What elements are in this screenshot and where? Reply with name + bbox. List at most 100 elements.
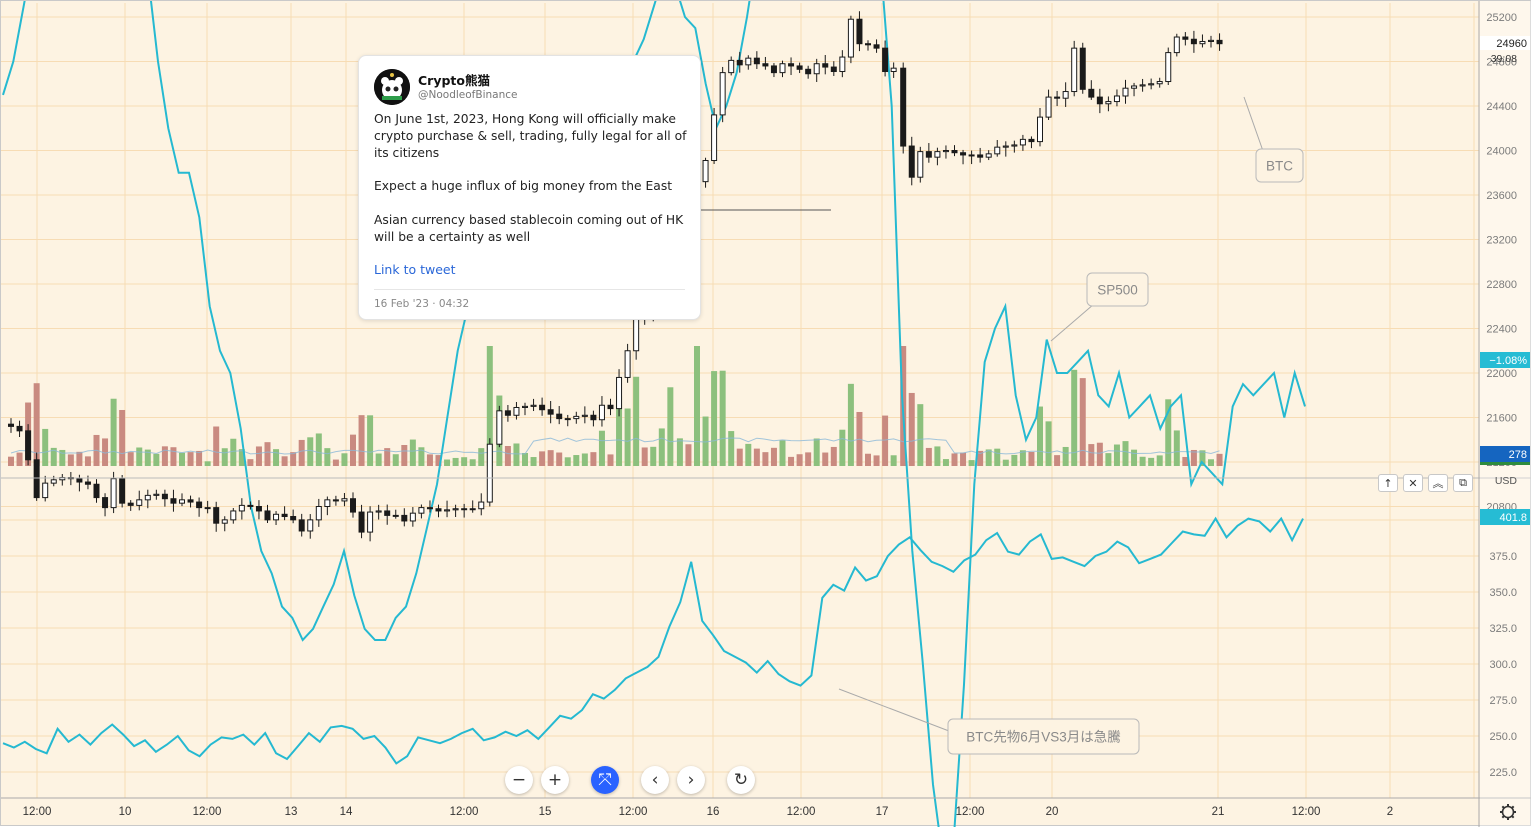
price-tick-label: 22000 [1486,368,1517,380]
time-tick-label: 12:00 [450,806,479,818]
time-tick-label: 12:00 [956,806,985,818]
scroll-left-button[interactable]: ‹ [641,766,669,794]
scroll-right-button[interactable]: › [677,766,705,794]
candle-body [598,404,605,421]
candle-body [290,516,297,521]
volume-bar [968,460,975,466]
maximize-pane-button[interactable]: ⧉ [1453,474,1473,492]
tweet-link[interactable]: Link to tweet [374,262,456,277]
spread-line [2,516,1304,765]
time-tick-label: 17 [876,806,889,818]
volume-bar [273,449,280,466]
volume-bar [1182,456,1189,466]
candle-body [762,63,769,67]
volume-bar [1062,446,1069,466]
collapse-pane-button[interactable]: ︽ [1428,474,1448,492]
volume-bar [882,415,889,466]
candle-body [504,410,511,416]
candle-body [110,478,117,509]
candle-body [170,498,177,504]
candle-body [401,514,408,522]
candle-body [50,479,57,484]
volume-bar [1199,450,1206,466]
candle-body [1208,39,1214,42]
spread-tick-label: 225.0 [1489,767,1517,779]
candle-body [917,151,924,178]
candle-body [719,72,726,116]
volume-bar [332,459,339,466]
volume-bar [556,452,563,466]
volume-bar [110,398,117,466]
volume-bar [908,392,915,466]
reset-chart-button[interactable]: ↻ [727,766,755,794]
volume-bar [728,431,735,466]
volume-bar [461,457,468,466]
volume-bar [590,452,597,466]
time-tick-label: 12:00 [23,806,52,818]
candle-body [925,151,932,158]
spread-tick-label: 375.0 [1489,551,1517,563]
avatar [374,69,410,105]
candle-body [1054,96,1061,99]
volume-bar [1045,421,1052,466]
volume-bar [1105,453,1112,466]
candle-body [951,150,958,154]
tweet-card[interactable]: Crypto熊猫 @NoodleofBinance On June 1st, 2… [358,55,701,320]
candle-body [469,508,476,511]
candle-body [179,499,185,504]
candle-body [76,478,83,483]
candle-body [409,512,416,522]
volume-bar [264,442,271,466]
time-tick-label: 20 [1046,806,1059,818]
volume-bar [392,454,399,466]
volume-bar [187,452,194,466]
volume-bar [281,456,288,466]
reset-scale-button[interactable]: ⤧ [591,766,619,794]
sp500-badge: −1.08% [1489,355,1527,367]
candle-body [736,59,743,66]
volume-bar [153,453,160,466]
volume-bar [530,457,537,466]
price-tick-label: 22400 [1486,324,1517,336]
candle-body [1156,81,1163,85]
volume-bar [658,428,665,466]
volume-bar [418,447,425,466]
move-pane-up-button[interactable]: ↑ [1378,474,1398,492]
price-tick-label: 24400 [1486,101,1517,113]
volume-bar [1131,449,1138,466]
candle-body [247,504,254,508]
gear-tooth [1501,805,1505,809]
candle-body [873,44,880,49]
tweet-paragraph-3: Asian currency based stablecoin coming o… [374,213,684,244]
candle-body [1088,88,1095,98]
candle-body [556,413,563,420]
candle-body [375,510,382,513]
candle-body [616,376,623,410]
zoom-out-button[interactable]: − [505,766,533,794]
price-tick-label: 23600 [1486,190,1517,202]
candle-body [238,504,245,512]
candle-body [315,506,322,521]
candle-body [444,509,451,512]
volume-bar [977,450,984,466]
volume-bar [16,452,23,466]
candle-body [711,114,718,162]
time-tick-label: 15 [539,806,552,818]
volume-bar [667,387,674,466]
volume-bar [76,451,83,466]
volume-bar [573,455,580,466]
candle-body [153,493,160,496]
volume-bar [435,455,442,466]
countdown-label: 39:08 [1491,53,1517,65]
candle-body [324,499,331,508]
candle-body [1190,38,1197,45]
volume-bar [409,439,416,466]
candle-body [1037,116,1043,143]
spread-badge-bg [1480,509,1530,525]
volume-bar [247,459,254,466]
close-pane-button[interactable]: ✕ [1403,474,1423,492]
zoom-in-button[interactable]: + [541,766,569,794]
candle-body [753,57,760,65]
